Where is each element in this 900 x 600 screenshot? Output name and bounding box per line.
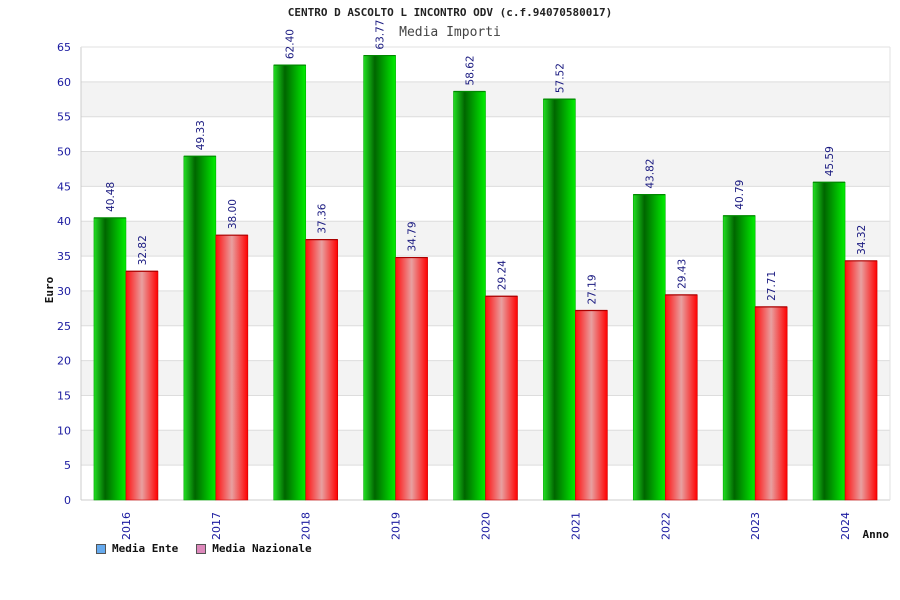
y-tick-label: 50 xyxy=(57,146,71,159)
bar-media-ente xyxy=(632,194,666,501)
x-tick-label: 2017 xyxy=(210,512,223,540)
bar-media-ente xyxy=(93,217,127,501)
y-tick-label: 10 xyxy=(57,424,71,437)
y-tick-label: 0 xyxy=(64,494,71,507)
bar-media-nazionale xyxy=(305,239,339,501)
legend-swatch-media-nazionale xyxy=(196,543,207,554)
bar-media-nazionale xyxy=(664,294,698,501)
y-axis-label: Euro xyxy=(43,276,56,303)
data-label-media-ente: 49.33 xyxy=(195,120,207,150)
x-axis-label: Anno xyxy=(863,528,890,541)
legend: Media Ente Media Nazionale xyxy=(96,542,312,555)
y-tick-label: 45 xyxy=(57,180,71,193)
bar-media-nazionale xyxy=(125,270,159,501)
data-label-media-ente: 58.62 xyxy=(465,55,477,85)
bar-media-ente xyxy=(273,64,307,501)
data-label-media-ente: 40.48 xyxy=(105,182,117,212)
legend-label-media-ente: Media Ente xyxy=(112,542,179,555)
data-label-media-nazionale: 34.79 xyxy=(407,221,419,251)
data-label-media-nazionale: 29.24 xyxy=(497,260,509,290)
y-tick-label: 55 xyxy=(57,111,71,124)
x-tick-label: 2024 xyxy=(839,512,852,540)
x-tick-label: 2019 xyxy=(390,512,403,540)
y-tick-label: 40 xyxy=(57,215,71,228)
y-tick-label: 15 xyxy=(57,389,71,402)
bar-media-ente xyxy=(183,155,217,501)
data-label-media-ente: 62.40 xyxy=(285,29,297,59)
data-label-media-ente: 57.52 xyxy=(554,63,566,93)
bar-media-ente xyxy=(812,181,846,501)
y-tick-label: 60 xyxy=(57,76,71,89)
bar-media-nazionale xyxy=(485,295,518,501)
legend-swatch-media-ente xyxy=(96,543,106,554)
data-label-media-nazionale: 27.19 xyxy=(586,274,598,304)
bar-media-ente xyxy=(543,98,576,501)
legend-item-media-nazionale: Media Nazionale xyxy=(196,542,312,555)
y-tick-label: 65 xyxy=(57,41,71,54)
bar-media-ente xyxy=(363,55,396,501)
legend-item-media-ente: Media Ente xyxy=(96,542,178,555)
x-tick-label: 2020 xyxy=(480,512,493,540)
x-tick-label: 2022 xyxy=(659,512,672,540)
data-label-media-ente: 43.82 xyxy=(644,159,656,189)
bar-media-ente xyxy=(722,215,756,501)
bar-media-ente xyxy=(453,91,486,501)
data-label-media-nazionale: 34.32 xyxy=(856,225,868,255)
chart-title: CENTRO D ASCOLTO L INCONTRO ODV (c.f.940… xyxy=(287,6,613,19)
bar-media-nazionale xyxy=(844,260,878,501)
x-tick-label: 2023 xyxy=(749,512,762,540)
bar-media-nazionale xyxy=(754,306,788,501)
y-tick-label: 25 xyxy=(57,320,71,333)
bar-media-nazionale xyxy=(215,234,249,501)
y-tick-label: 35 xyxy=(57,250,71,263)
x-tick-label: 2018 xyxy=(300,512,313,540)
data-label-media-nazionale: 37.36 xyxy=(317,203,329,233)
data-label-media-ente: 40.79 xyxy=(734,180,746,210)
y-tick-label: 20 xyxy=(57,355,71,368)
chart-subtitle: Media Importi xyxy=(399,25,501,40)
data-label-media-nazionale: 27.71 xyxy=(766,271,778,301)
data-label-media-nazionale: 29.43 xyxy=(676,259,688,289)
x-tick-label: 2016 xyxy=(120,512,133,540)
y-tick-label: 30 xyxy=(57,285,71,298)
legend-label-media-nazionale: Media Nazionale xyxy=(212,542,312,555)
data-label-media-ente: 45.59 xyxy=(824,146,836,176)
x-tick-label: 2021 xyxy=(569,512,582,540)
data-label-media-ente: 63.77 xyxy=(375,20,387,50)
bar-media-nazionale xyxy=(575,310,608,501)
data-label-media-nazionale: 38.00 xyxy=(227,199,239,229)
data-label-media-nazionale: 32.82 xyxy=(137,235,149,265)
y-tick-label: 5 xyxy=(64,459,71,472)
bar-media-nazionale xyxy=(395,257,428,501)
